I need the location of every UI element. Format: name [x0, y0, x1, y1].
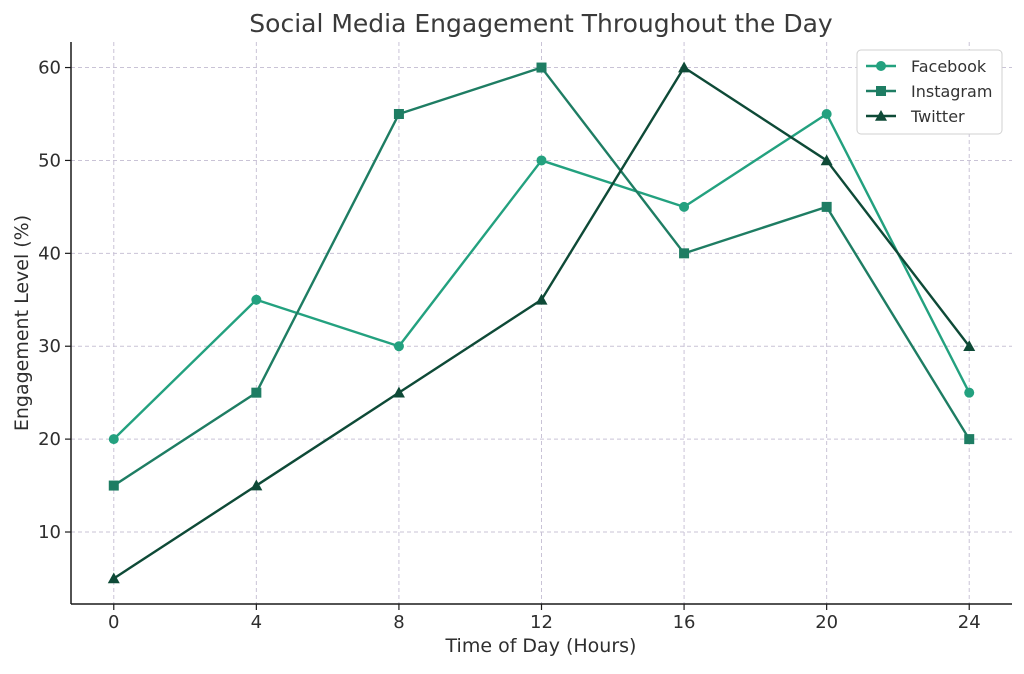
facebook-point [536, 155, 547, 166]
y-tick-label: 20 [38, 429, 61, 450]
legend-label-instagram: Instagram [911, 82, 992, 101]
twitter-point [107, 572, 120, 584]
facebook-point [964, 387, 975, 398]
facebook-point [251, 294, 262, 305]
series-layer [107, 61, 976, 584]
y-tick-label: 10 [38, 522, 61, 543]
series-twitter [107, 61, 976, 584]
instagram-point [536, 62, 547, 73]
legend-marker-twitter [875, 110, 887, 121]
facebook-point [108, 434, 119, 445]
x-tick-label: 4 [251, 612, 262, 633]
axis-ticks: 0 4 8 12 16 20 24 10 20 30 40 50 60 [38, 58, 981, 633]
legend-label-facebook: Facebook [911, 57, 987, 76]
y-tick-label: 30 [38, 336, 61, 357]
twitter-point [535, 293, 548, 305]
twitter-point [250, 479, 263, 491]
x-tick-label: 12 [530, 612, 553, 633]
facebook-point [393, 341, 404, 352]
series-facebook [108, 108, 975, 445]
x-tick-label: 24 [958, 612, 981, 633]
legend-label-twitter: Twitter [910, 107, 965, 126]
legend-marker-facebook [876, 61, 886, 71]
x-tick-label: 8 [393, 612, 404, 633]
y-axis-label: Engagement Level (%) [11, 215, 33, 431]
x-tick-label: 20 [815, 612, 838, 633]
instagram-point [821, 201, 832, 212]
twitter-point [392, 386, 405, 398]
twitter-point [963, 340, 976, 352]
twitter-point [820, 154, 833, 166]
chart-title: Social Media Engagement Throughout the D… [249, 9, 833, 38]
x-tick-label: 0 [108, 612, 119, 633]
facebook-point [679, 201, 690, 212]
legend-marker-instagram [876, 86, 886, 96]
legend-item-instagram: Instagram [866, 82, 992, 101]
instagram-point [108, 480, 119, 491]
legend-item-facebook: Facebook [866, 57, 987, 76]
legend-items: Facebook Instagram Twitter [866, 57, 992, 126]
y-tick-label: 60 [38, 58, 61, 79]
facebook-point [821, 108, 832, 119]
instagram-point [251, 387, 262, 398]
legend-item-twitter: Twitter [866, 107, 965, 126]
legend: Facebook Instagram Twitter [856, 49, 1003, 135]
instagram-point [679, 248, 690, 259]
instagram-point [393, 108, 404, 119]
x-axis-label: Time of Day (Hours) [445, 635, 637, 657]
twitter-point [678, 61, 691, 73]
legend-box [856, 49, 1003, 135]
y-tick-label: 40 [38, 243, 61, 264]
y-tick-label: 50 [38, 150, 61, 171]
x-tick-label: 16 [673, 612, 696, 633]
series-instagram [108, 62, 975, 491]
instagram-point [964, 434, 975, 445]
